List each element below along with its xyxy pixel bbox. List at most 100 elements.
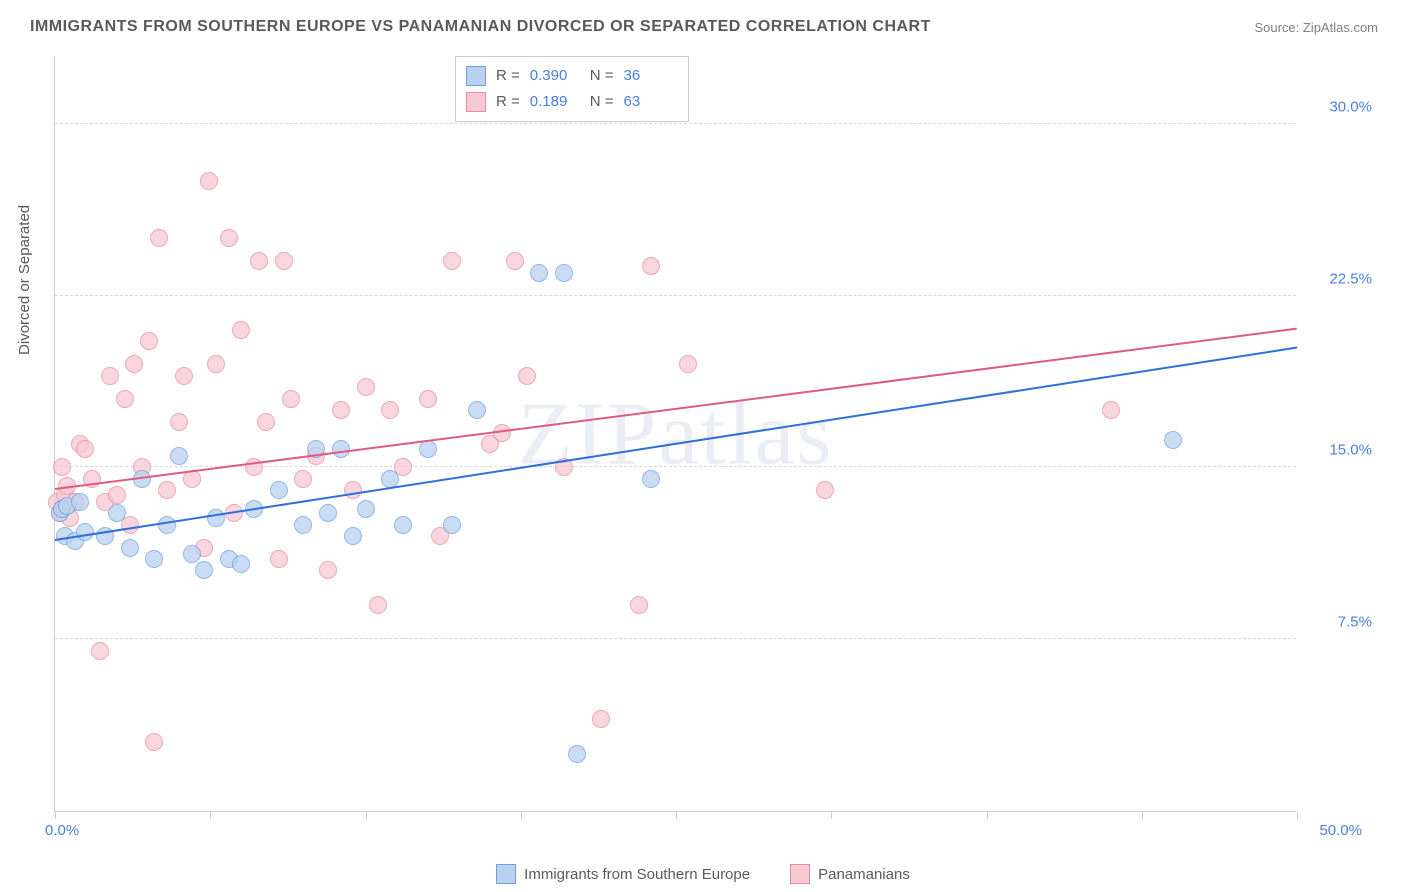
- scatter-point: [332, 440, 350, 458]
- scatter-point: [468, 401, 486, 419]
- scatter-point: [443, 516, 461, 534]
- stat-n-label: N =: [590, 63, 614, 89]
- x-tick: [55, 811, 56, 819]
- gridline: [55, 466, 1296, 467]
- scatter-point: [232, 321, 250, 339]
- scatter-point: [53, 458, 71, 476]
- scatter-point: [344, 481, 362, 499]
- scatter-point: [530, 264, 548, 282]
- bottom-legend: Immigrants from Southern Europe Panamania…: [0, 864, 1406, 884]
- scatter-point: [183, 545, 201, 563]
- stat-r-value: 0.189: [530, 89, 580, 115]
- stat-n-label: N =: [590, 89, 614, 115]
- plot-area: ZIPatlas R =0.390N =36R =0.189N =63 0.0%…: [54, 56, 1296, 812]
- scatter-point: [125, 355, 143, 373]
- gridline: [55, 638, 1296, 639]
- x-tick: [676, 811, 677, 819]
- stat-n-value: 36: [624, 63, 674, 89]
- x-tick: [366, 811, 367, 819]
- source-caption: Source: ZipAtlas.com: [1254, 20, 1378, 35]
- stat-n-value: 63: [624, 89, 674, 115]
- scatter-point: [419, 390, 437, 408]
- y-tick-label: 22.5%: [1329, 270, 1372, 287]
- scatter-point: [357, 378, 375, 396]
- scatter-point: [294, 516, 312, 534]
- stats-row: R = 0.189 N = 63: [466, 89, 674, 115]
- y-tick-label: 15.0%: [1329, 442, 1372, 459]
- scatter-point: [294, 470, 312, 488]
- stat-r-value: 0.390: [530, 63, 580, 89]
- scatter-point: [816, 481, 834, 499]
- scatter-point: [518, 367, 536, 385]
- scatter-point: [357, 500, 375, 518]
- scatter-point: [170, 447, 188, 465]
- scatter-point: [1164, 431, 1182, 449]
- scatter-point: [257, 413, 275, 431]
- scatter-point: [207, 355, 225, 373]
- scatter-point: [679, 355, 697, 373]
- scatter-point: [1102, 401, 1120, 419]
- scatter-point: [270, 481, 288, 499]
- scatter-point: [319, 561, 337, 579]
- scatter-point: [381, 401, 399, 419]
- scatter-point: [568, 745, 586, 763]
- scatter-point: [282, 390, 300, 408]
- scatter-point: [319, 504, 337, 522]
- scatter-point: [116, 390, 134, 408]
- legend-item: Panamanians: [790, 864, 910, 884]
- legend-swatch: [496, 864, 516, 884]
- y-tick-label: 30.0%: [1329, 98, 1372, 115]
- x-tick: [831, 811, 832, 819]
- stats-legend-box: R = 0.390 N = 36 R = 0.189 N = 63: [455, 56, 689, 122]
- x-tick: [1142, 811, 1143, 819]
- scatter-point: [76, 523, 94, 541]
- scatter-point: [592, 710, 610, 728]
- scatter-point: [630, 596, 648, 614]
- gridline: [55, 123, 1296, 124]
- y-axis-title: Divorced or Separated: [16, 205, 33, 355]
- x-tick: [1297, 811, 1298, 819]
- x-axis-min-label: 0.0%: [45, 822, 79, 839]
- scatter-point: [642, 257, 660, 275]
- scatter-point: [108, 504, 126, 522]
- scatter-point: [158, 481, 176, 499]
- scatter-point: [270, 550, 288, 568]
- scatter-point: [555, 264, 573, 282]
- scatter-point: [101, 367, 119, 385]
- stats-row: R = 0.390 N = 36: [466, 63, 674, 89]
- x-tick: [521, 811, 522, 819]
- scatter-point: [71, 493, 89, 511]
- stat-r-label: R =: [496, 63, 520, 89]
- stat-r-label: R =: [496, 89, 520, 115]
- scatter-point: [207, 509, 225, 527]
- legend-item: Immigrants from Southern Europe: [496, 864, 750, 884]
- scatter-point: [170, 413, 188, 431]
- scatter-point: [108, 486, 126, 504]
- gridline: [55, 295, 1296, 296]
- scatter-point: [394, 516, 412, 534]
- legend-swatch: [790, 864, 810, 884]
- series-swatch: [466, 92, 486, 112]
- scatter-point: [344, 527, 362, 545]
- scatter-point: [332, 401, 350, 419]
- scatter-point: [121, 539, 139, 557]
- scatter-point: [76, 440, 94, 458]
- scatter-point: [506, 252, 524, 270]
- scatter-point: [145, 550, 163, 568]
- scatter-point: [195, 561, 213, 579]
- trend-line: [55, 346, 1297, 540]
- scatter-point: [369, 596, 387, 614]
- scatter-point: [140, 332, 158, 350]
- y-tick-label: 7.5%: [1338, 614, 1372, 631]
- scatter-point: [419, 440, 437, 458]
- scatter-point: [91, 642, 109, 660]
- scatter-point: [200, 172, 218, 190]
- chart-title: IMMIGRANTS FROM SOUTHERN EUROPE VS PANAM…: [30, 18, 931, 36]
- scatter-point: [150, 229, 168, 247]
- scatter-point: [642, 470, 660, 488]
- scatter-point: [275, 252, 293, 270]
- x-tick: [987, 811, 988, 819]
- x-tick: [210, 811, 211, 819]
- scatter-point: [220, 229, 238, 247]
- scatter-point: [443, 252, 461, 270]
